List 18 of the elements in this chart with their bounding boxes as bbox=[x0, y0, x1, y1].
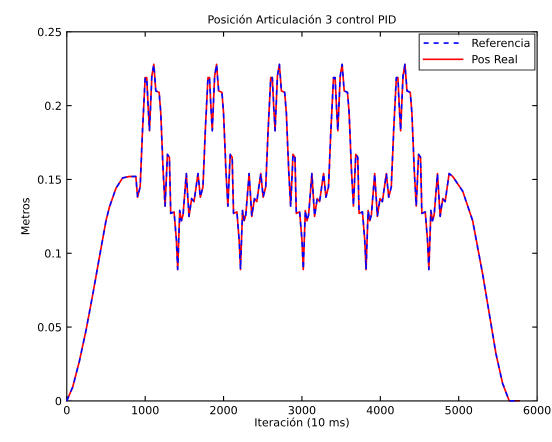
y-tick-label: 0.15 bbox=[38, 175, 61, 184]
x-tick-label: 0 bbox=[64, 406, 70, 414]
x-tick-label: 2000 bbox=[210, 406, 237, 414]
x-tick-label: 3000 bbox=[288, 406, 316, 414]
y-tick-label: 0 bbox=[56, 396, 62, 406]
legend-label: Pos Real bbox=[472, 54, 517, 64]
y-tick-label: 0.2 bbox=[44, 102, 61, 110]
x-tick-label: 5000 bbox=[445, 406, 472, 414]
y-tick-label: 0.25 bbox=[38, 28, 61, 36]
x-axis-title: Iteración (10 ms) bbox=[255, 417, 349, 428]
x-tick-label: 4000 bbox=[366, 406, 394, 414]
x-tick-label: 6000 bbox=[524, 406, 550, 414]
x-tick-label: 1000 bbox=[132, 406, 159, 414]
chart-title: Posición Articulación 3 control PID bbox=[208, 14, 396, 24]
y-tick-label: 0.05 bbox=[38, 323, 61, 332]
y-axis-title: Metros bbox=[21, 198, 30, 234]
legend-label: Referencia bbox=[472, 38, 530, 48]
y-tick-label: 0.1 bbox=[44, 249, 61, 258]
